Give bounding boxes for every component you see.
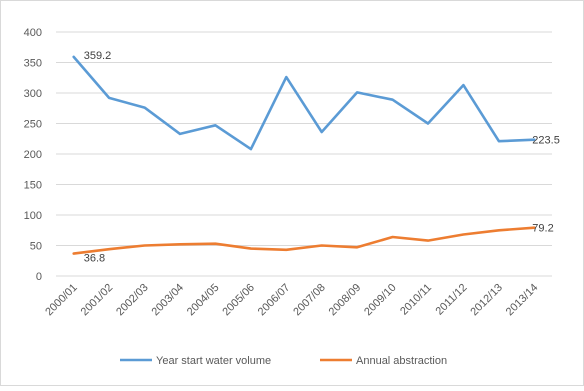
data-label: 79.2 bbox=[532, 223, 553, 235]
y-tick-label: 350 bbox=[24, 58, 42, 70]
data-label: 223.5 bbox=[532, 135, 560, 147]
y-tick-label: 0 bbox=[36, 271, 42, 283]
legend-label: Annual abstraction bbox=[356, 355, 447, 367]
y-tick-label: 400 bbox=[24, 27, 42, 39]
series-line-1 bbox=[72, 226, 536, 255]
y-tick-label: 300 bbox=[24, 88, 42, 100]
y-axis-tick-labels: 0 50 100 150 200 250 300 350 400 bbox=[24, 27, 42, 283]
legend-label: Year start water volume bbox=[156, 355, 271, 367]
y-tick-label: 50 bbox=[30, 241, 42, 253]
legend: Year start water volume Annual abstractio… bbox=[120, 355, 447, 367]
series-line-0 bbox=[72, 55, 536, 151]
y-tick-label: 150 bbox=[24, 180, 42, 192]
series-lines bbox=[72, 55, 536, 255]
data-label: 359.2 bbox=[84, 50, 112, 62]
data-labels: 359.2 223.5 36.8 79.2 bbox=[84, 50, 560, 265]
y-tick-label: 200 bbox=[24, 149, 42, 161]
y-tick-label: 100 bbox=[24, 210, 42, 222]
data-label: 36.8 bbox=[84, 253, 105, 265]
y-tick-label: 250 bbox=[24, 119, 42, 131]
